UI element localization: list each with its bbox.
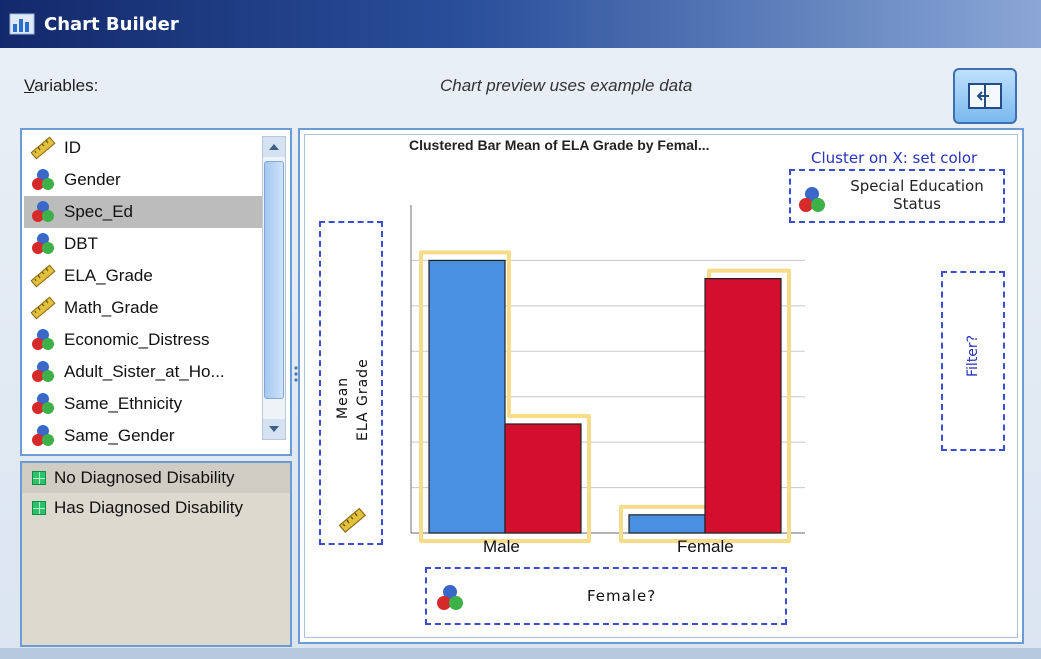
variable-name: ID (64, 138, 81, 157)
swap-panels-icon (968, 83, 1002, 109)
ruler-icon (338, 507, 367, 534)
cluster-drop-zone[interactable]: Special Education Status (789, 169, 1005, 223)
category-value-icon (32, 471, 46, 485)
panel-splitter[interactable] (292, 358, 300, 398)
scrollbar-thumb[interactable] (264, 161, 284, 399)
cluster-highlight (619, 268, 791, 543)
dialog-footer-strip (0, 648, 1041, 659)
y-axis-label-line1: Mean (335, 376, 351, 419)
categories-panel: No Diagnosed Disability Has Diagnosed Di… (20, 461, 292, 647)
bar (428, 259, 506, 534)
cluster-highlight (419, 250, 591, 543)
nominal-icon (437, 585, 463, 610)
nominal-icon (32, 425, 54, 446)
category-label: Has Diagnosed Disability (54, 498, 243, 517)
variables-label: Variables: (24, 76, 99, 95)
variable-item[interactable]: ID (24, 132, 262, 164)
bar (504, 423, 582, 534)
bar (628, 514, 706, 534)
x-tick-label: Female (677, 537, 734, 556)
variable-name: Gender (64, 170, 121, 189)
nominal-icon (32, 329, 54, 350)
chart-builder-body: Variables: Chart preview uses example da… (0, 48, 1041, 659)
ruler-icon (30, 136, 56, 160)
category-label: No Diagnosed Disability (54, 468, 235, 487)
bar (704, 277, 782, 534)
variable-item[interactable]: Economic_Distress (24, 324, 262, 356)
variable-name: Same_Ethnicity (64, 394, 183, 413)
variable-item[interactable]: Math_Grade (24, 292, 262, 324)
variable-name: ELA_Grade (64, 266, 153, 285)
ruler-icon (30, 296, 56, 320)
scroll-up-icon[interactable] (263, 137, 285, 157)
nominal-icon (32, 361, 54, 382)
variable-name: Adult_Sister_at_Ho... (64, 362, 225, 381)
variable-item[interactable]: Gender (24, 164, 262, 196)
nominal-icon (32, 393, 54, 414)
legend-title: Special Education Status (850, 177, 984, 213)
variables-scrollbar[interactable] (262, 136, 286, 440)
variable-name: DBT (64, 234, 98, 253)
nominal-icon (32, 233, 54, 254)
filter-drop-zone[interactable]: Filter? (941, 271, 1005, 451)
chart-plot (410, 205, 805, 543)
variables-list-panel: ID Gender Spec_Ed DBT ELA_Grade Math_Grade Eco… (20, 128, 292, 456)
y-axis-drop-zone[interactable]: Mean ELA Grade (319, 221, 383, 545)
variable-name: Spec_Ed (64, 202, 133, 221)
cluster-drop-label: Cluster on X: set color (811, 149, 978, 167)
chart-preview-canvas[interactable]: Clustered Bar Mean of ELA Grade by Femal… (298, 128, 1024, 644)
window-title: Chart Builder (44, 13, 179, 35)
variable-item[interactable]: ELA_Grade (24, 260, 262, 292)
preview-note: Chart preview uses example data (440, 76, 693, 95)
chart-builder-app-icon (9, 13, 35, 35)
category-item[interactable]: No Diagnosed Disability (22, 463, 290, 493)
x-axis-drop-label: Female? (587, 587, 657, 605)
filter-label: Filter? (965, 334, 981, 377)
y-axis-label-line2: ELA Grade (355, 358, 371, 441)
variable-name: Same_Gender (64, 426, 175, 445)
variable-item[interactable]: Same_Gender (24, 420, 262, 450)
chart-title: Clustered Bar Mean of ELA Grade by Femal… (409, 137, 710, 153)
category-item[interactable]: Has Diagnosed Disability (22, 493, 290, 523)
variable-item[interactable]: Spec_Ed (24, 196, 262, 228)
variable-item[interactable]: DBT (24, 228, 262, 260)
nominal-icon (799, 187, 825, 212)
toggle-panels-button[interactable] (953, 68, 1017, 124)
ruler-icon (30, 264, 56, 288)
nominal-icon (32, 201, 54, 222)
x-tick-label: Male (483, 537, 520, 556)
variable-name: Economic_Distress (64, 330, 210, 349)
variable-item[interactable]: Same_Ethnicity (24, 388, 262, 420)
chart-preview-area: Clustered Bar Mean of ELA Grade by Femal… (304, 134, 1018, 638)
category-value-icon (32, 501, 46, 515)
variable-item[interactable]: Adult_Sister_at_Ho... (24, 356, 262, 388)
scroll-down-icon[interactable] (263, 419, 285, 439)
variables-list[interactable]: ID Gender Spec_Ed DBT ELA_Grade Math_Grade Eco… (24, 132, 262, 450)
title-bar: Chart Builder (0, 0, 1041, 48)
nominal-icon (32, 169, 54, 190)
variable-name: Math_Grade (64, 298, 159, 317)
x-axis-drop-zone[interactable]: Female? (425, 567, 787, 625)
